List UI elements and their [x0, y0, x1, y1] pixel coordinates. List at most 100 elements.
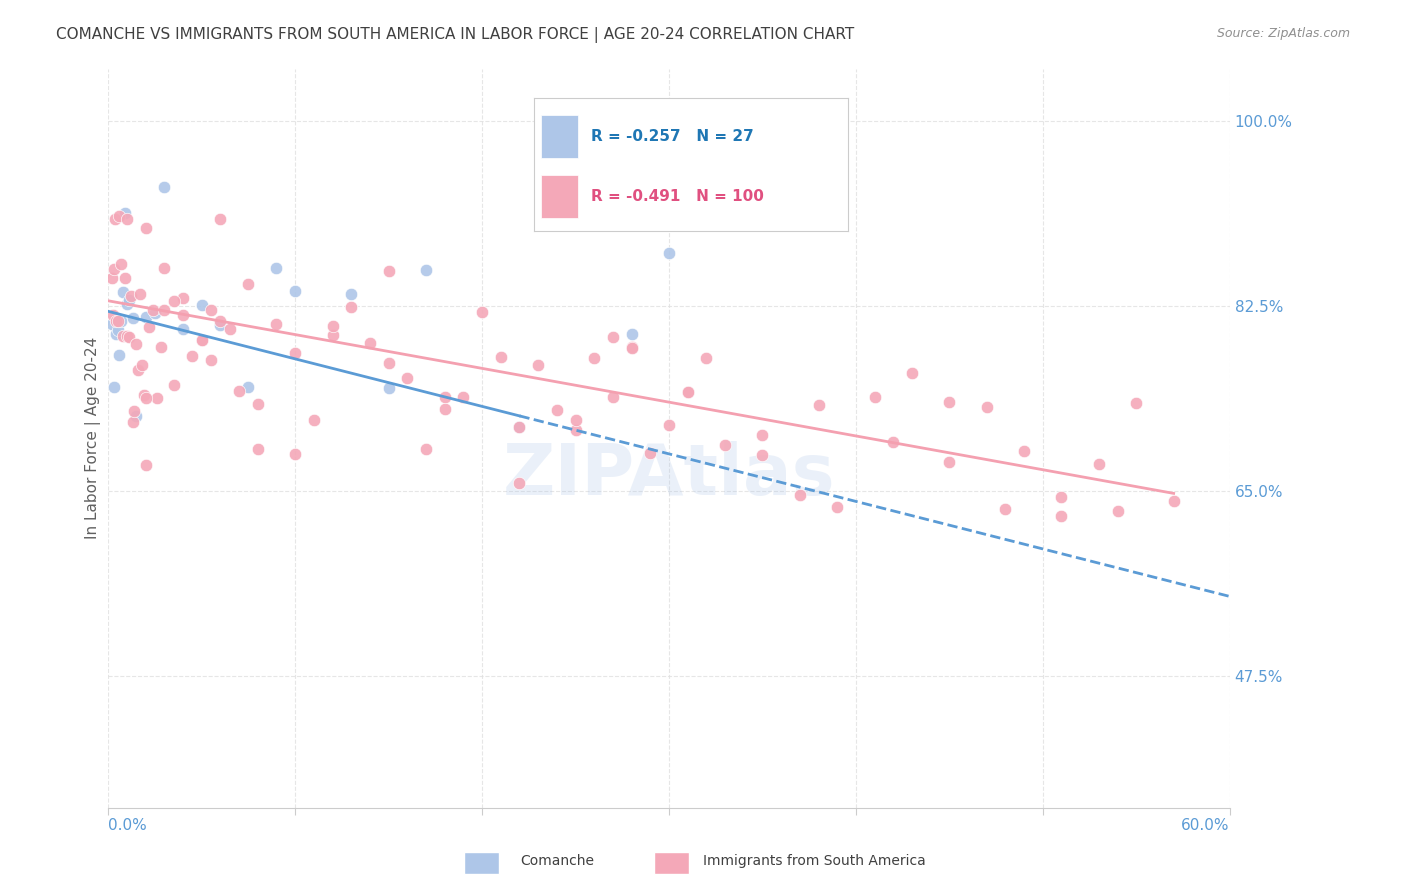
Point — [302, 413, 325, 427]
Point — [676, 384, 699, 399]
Point — [1088, 457, 1111, 471]
Point — [153, 302, 176, 317]
Point — [322, 328, 344, 343]
Point — [181, 349, 204, 363]
Text: 60.0%: 60.0% — [1181, 818, 1230, 833]
Point — [938, 395, 960, 409]
Point — [135, 458, 157, 472]
Text: Comanche: Comanche — [520, 854, 595, 868]
Point — [789, 488, 811, 502]
Point — [110, 257, 132, 271]
Point — [114, 270, 136, 285]
Point — [377, 356, 399, 370]
Point — [882, 435, 904, 450]
Point — [209, 314, 232, 328]
Point — [138, 319, 160, 334]
Point — [508, 420, 530, 434]
Point — [583, 351, 606, 366]
Point — [863, 391, 886, 405]
Point — [825, 500, 848, 515]
Point — [131, 358, 153, 372]
Point — [415, 442, 437, 457]
Point — [132, 387, 155, 401]
Point — [246, 397, 269, 411]
Point — [471, 305, 494, 319]
Point — [284, 284, 307, 298]
Point — [266, 318, 288, 332]
Point — [658, 245, 681, 260]
Point — [114, 206, 136, 220]
Point — [153, 180, 176, 194]
Point — [124, 404, 146, 418]
Point — [110, 314, 132, 328]
Point — [1012, 443, 1035, 458]
Point — [377, 381, 399, 395]
Point — [142, 303, 165, 318]
Point — [172, 308, 194, 322]
Point — [118, 330, 141, 344]
Point — [190, 333, 212, 347]
Point — [489, 350, 512, 364]
Point — [340, 287, 363, 301]
Point — [322, 318, 344, 333]
Point — [163, 293, 186, 308]
Point — [209, 211, 232, 226]
Point — [396, 370, 419, 384]
Point — [620, 341, 643, 355]
Point — [564, 412, 586, 426]
Point — [1125, 395, 1147, 409]
Point — [112, 285, 135, 299]
Point — [104, 327, 127, 342]
Point — [135, 391, 157, 405]
Point — [103, 262, 125, 277]
Point — [135, 310, 157, 324]
Point — [976, 400, 998, 414]
Y-axis label: In Labor Force | Age 20-24: In Labor Force | Age 20-24 — [86, 337, 101, 539]
Point — [658, 418, 681, 433]
Point — [640, 446, 662, 460]
Point — [120, 289, 142, 303]
Point — [714, 438, 737, 452]
Point — [546, 402, 568, 417]
Point — [115, 297, 138, 311]
Point — [143, 306, 166, 320]
Point — [112, 329, 135, 343]
Point — [104, 211, 127, 226]
Point — [121, 310, 143, 325]
Point — [149, 340, 172, 354]
Point — [620, 340, 643, 354]
Point — [108, 348, 131, 362]
Point — [1050, 508, 1073, 523]
Point — [901, 366, 924, 380]
Point — [129, 286, 152, 301]
Point — [107, 314, 129, 328]
Text: 0.0%: 0.0% — [108, 818, 148, 833]
Point — [135, 220, 157, 235]
Point — [620, 326, 643, 341]
Point — [101, 271, 124, 285]
Point — [209, 318, 232, 332]
Point — [453, 390, 475, 404]
Point — [602, 390, 624, 404]
Point — [751, 428, 773, 442]
Point — [1107, 504, 1129, 518]
Point — [190, 334, 212, 348]
Point — [101, 308, 124, 322]
Point — [108, 210, 131, 224]
Point — [284, 447, 307, 461]
Point — [807, 398, 830, 412]
Point — [1050, 491, 1073, 505]
Point — [153, 261, 176, 276]
Point — [200, 352, 222, 367]
Point — [695, 351, 717, 365]
Point — [359, 336, 381, 351]
Point — [172, 322, 194, 336]
Point — [676, 384, 699, 399]
Point — [103, 379, 125, 393]
Text: Source: ZipAtlas.com: Source: ZipAtlas.com — [1216, 27, 1350, 40]
Point — [200, 302, 222, 317]
Text: ZIPAtlas: ZIPAtlas — [503, 441, 835, 509]
Point — [433, 401, 456, 416]
Point — [228, 384, 250, 399]
Point — [527, 358, 550, 372]
